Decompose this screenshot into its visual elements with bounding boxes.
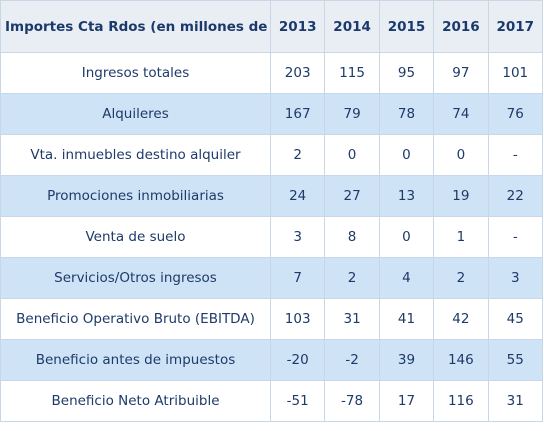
table-row: Beneficio Neto Atribuible -51 -78 17 116…	[0, 380, 543, 422]
cell-value: 203	[269, 52, 326, 94]
cell-value: 97	[433, 52, 489, 94]
cell-value: 116	[433, 380, 489, 422]
cell-value: 19	[433, 175, 489, 217]
cell-value: 3	[487, 257, 543, 299]
cell-value: 24	[269, 175, 326, 217]
cell-value: 2	[269, 134, 326, 176]
cell-value: 115	[324, 52, 380, 94]
cell-value: -78	[324, 380, 380, 422]
row-label: Promociones inmobiliarias	[0, 175, 271, 217]
row-label: Ingresos totales	[0, 52, 271, 94]
row-label: Alquileres	[0, 93, 271, 135]
year-header-2016: 2016	[433, 0, 489, 53]
cell-value: 2	[324, 257, 380, 299]
cell-value: 13	[378, 175, 435, 217]
year-header-2014: 2014	[324, 0, 380, 53]
cell-value: -20	[269, 339, 326, 381]
cell-value: -	[487, 216, 543, 258]
cell-value: 0	[433, 134, 489, 176]
cell-value: 146	[433, 339, 489, 381]
cell-value: 31	[487, 380, 543, 422]
table-row: Venta de suelo 3 8 0 1 -	[0, 216, 543, 258]
table-row: Ingresos totales 203 115 95 97 101	[0, 52, 543, 94]
cell-value: 7	[269, 257, 326, 299]
cell-value: 1	[433, 216, 489, 258]
row-label: Beneficio antes de impuestos	[0, 339, 271, 381]
cell-value: 42	[433, 298, 489, 340]
cell-value: 55	[487, 339, 543, 381]
table-row: Beneficio Operativo Bruto (EBITDA) 103 3…	[0, 298, 543, 340]
table-row: Beneficio antes de impuestos -20 -2 39 1…	[0, 339, 543, 381]
header-label-cell: Importes Cta Rdos (en millones de €)	[0, 0, 271, 53]
cell-value: -2	[324, 339, 380, 381]
cell-value: 31	[324, 298, 380, 340]
table-row: Alquileres 167 79 78 74 76	[0, 93, 543, 135]
cell-value: 8	[324, 216, 380, 258]
cell-value: 41	[378, 298, 435, 340]
cell-value: 22	[487, 175, 543, 217]
cell-value: 3	[269, 216, 326, 258]
cell-value: 101	[487, 52, 543, 94]
cell-value: 2	[433, 257, 489, 299]
cell-value: 17	[378, 380, 435, 422]
cell-value: 27	[324, 175, 380, 217]
row-label: Beneficio Neto Atribuible	[0, 380, 271, 422]
income-statement-table: Importes Cta Rdos (en millones de €) 201…	[0, 0, 543, 422]
year-header-2015: 2015	[378, 0, 435, 53]
cell-value: 45	[487, 298, 543, 340]
row-label: Vta. inmuebles destino alquiler	[0, 134, 271, 176]
table-row: Promociones inmobiliarias 24 27 13 19 22	[0, 175, 543, 217]
cell-value: -51	[269, 380, 326, 422]
table-row: Vta. inmuebles destino alquiler 2 0 0 0 …	[0, 134, 543, 176]
cell-value: 103	[269, 298, 326, 340]
cell-value: 76	[487, 93, 543, 135]
cell-value: -	[487, 134, 543, 176]
cell-value: 95	[378, 52, 435, 94]
table-row: Servicios/Otros ingresos 7 2 4 2 3	[0, 257, 543, 299]
cell-value: 74	[433, 93, 489, 135]
cell-value: 0	[378, 134, 435, 176]
row-label: Servicios/Otros ingresos	[0, 257, 271, 299]
cell-value: 0	[324, 134, 380, 176]
year-header-2013: 2013	[269, 0, 326, 53]
row-label: Venta de suelo	[0, 216, 271, 258]
cell-value: 167	[269, 93, 326, 135]
cell-value: 0	[378, 216, 435, 258]
table-header-row: Importes Cta Rdos (en millones de €) 201…	[0, 0, 543, 53]
cell-value: 79	[324, 93, 380, 135]
cell-value: 4	[378, 257, 435, 299]
cell-value: 39	[378, 339, 435, 381]
cell-value: 78	[378, 93, 435, 135]
row-label: Beneficio Operativo Bruto (EBITDA)	[0, 298, 271, 340]
year-header-2017: 2017	[487, 0, 543, 53]
